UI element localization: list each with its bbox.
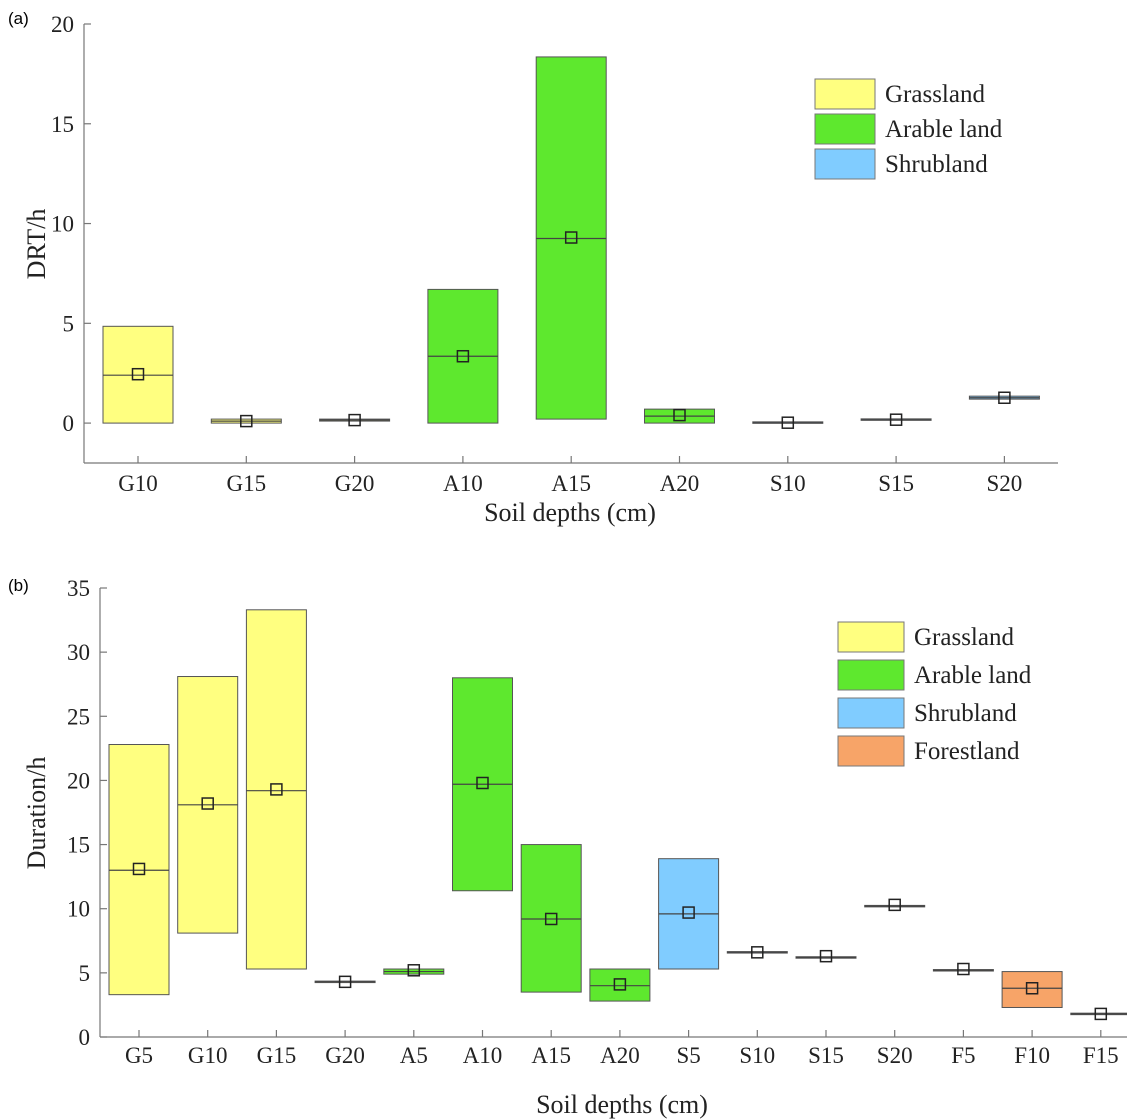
panel-b-y-axis-label: Duration/h bbox=[22, 757, 51, 870]
x-tick-label: F15 bbox=[1083, 1043, 1119, 1068]
panel-b-boxes bbox=[108, 609, 1127, 1021]
box-A20 bbox=[589, 968, 651, 1002]
x-tick-label: A10 bbox=[463, 1043, 503, 1068]
panel-a-label: (a) bbox=[8, 9, 29, 28]
legend-swatch bbox=[837, 697, 905, 729]
x-tick-label: G15 bbox=[257, 1043, 297, 1068]
y-tick-label: 15 bbox=[51, 112, 74, 137]
mean-marker-S20 bbox=[998, 391, 1011, 404]
legend-label: Shrubland bbox=[914, 700, 1017, 727]
x-tick-label: G10 bbox=[118, 471, 158, 496]
x-tick-label: A20 bbox=[600, 1043, 640, 1068]
legend-swatch bbox=[814, 113, 876, 145]
box-A15 bbox=[520, 844, 582, 993]
x-tick-label: G15 bbox=[226, 471, 266, 496]
y-tick-label: 35 bbox=[67, 576, 90, 601]
panel-a-legend: Grassland Arable land Shrubland bbox=[814, 78, 1003, 180]
mean-marker-G5 bbox=[132, 862, 146, 876]
mean-marker-G10 bbox=[131, 367, 145, 381]
x-tick-label: A5 bbox=[400, 1043, 428, 1068]
mean-marker-G15 bbox=[270, 783, 283, 796]
mean-marker-A10 bbox=[476, 776, 489, 790]
panel-a: (a) 0 5 10 15 20 G10 G15 G20 A10 A15 A20 S10 S15 S20… bbox=[8, 9, 1058, 527]
mean-marker-F5 bbox=[957, 962, 970, 976]
y-tick-label: 20 bbox=[67, 768, 90, 793]
y-tick-label: 0 bbox=[79, 1025, 91, 1050]
x-tick-label: F10 bbox=[1014, 1043, 1050, 1068]
panel-a-y-axis-label: DRT/h bbox=[22, 209, 51, 280]
mean-marker-A20 bbox=[673, 408, 686, 422]
panel-b-legend: Grassland Arable land Shrubland Forestland bbox=[837, 621, 1032, 767]
mean-marker-G15 bbox=[240, 414, 253, 428]
mean-marker-S5 bbox=[682, 906, 695, 919]
panel-b-x-axis: G5 G10 G15 G20 A5 A10 A15 A20 S5 S10 S15 S20 F5 F10 F1… bbox=[100, 1030, 1127, 1068]
y-tick-label: 15 bbox=[67, 833, 90, 858]
legend-swatch bbox=[814, 78, 876, 110]
x-tick-label: S10 bbox=[739, 1043, 775, 1068]
panel-b: (b) 0 5 10 15 20 25 30 35 G5 G10 G15 G20 A5 A10 A15 A2… bbox=[8, 576, 1127, 1119]
legend-label: Forestland bbox=[914, 738, 1020, 765]
mean-marker-G20 bbox=[338, 975, 352, 989]
box-G5 bbox=[108, 744, 170, 996]
x-tick-label: S15 bbox=[878, 471, 914, 496]
x-tick-label: S20 bbox=[987, 471, 1023, 496]
mean-marker-A15 bbox=[544, 912, 558, 926]
legend-swatch bbox=[837, 659, 905, 691]
legend-label: Grassland bbox=[885, 81, 985, 108]
y-tick-label: 5 bbox=[63, 311, 75, 336]
mean-marker-S15 bbox=[819, 949, 833, 963]
panel-a-boxes bbox=[102, 56, 1040, 429]
legend-swatch bbox=[814, 148, 876, 180]
y-tick-label: 25 bbox=[67, 704, 90, 729]
mean-marker-S20 bbox=[888, 898, 901, 912]
x-tick-label: G10 bbox=[188, 1043, 228, 1068]
mean-marker-F15 bbox=[1094, 1007, 1108, 1021]
x-tick-label: G5 bbox=[125, 1043, 153, 1068]
legend-label: Arable land bbox=[885, 116, 1003, 143]
x-tick-label: A10 bbox=[443, 471, 483, 496]
x-tick-label: A15 bbox=[531, 1043, 571, 1068]
panel-a-x-axis: G10 G15 G20 A10 A15 A20 S10 S15 S20 bbox=[84, 456, 1058, 496]
panel-b-y-axis: 0 5 10 15 20 25 30 35 bbox=[67, 576, 107, 1050]
mean-marker-A10 bbox=[456, 349, 470, 363]
x-tick-label: A15 bbox=[551, 471, 591, 496]
x-tick-label: S5 bbox=[676, 1043, 700, 1068]
legend-swatch bbox=[837, 621, 905, 653]
y-tick-label: 10 bbox=[67, 897, 90, 922]
x-tick-label: G20 bbox=[335, 471, 375, 496]
mean-marker-G10 bbox=[201, 797, 214, 810]
y-tick-label: 5 bbox=[79, 961, 91, 986]
y-tick-label: 10 bbox=[51, 212, 74, 237]
box-G15 bbox=[245, 609, 307, 970]
mean-marker-S10 bbox=[781, 416, 795, 429]
mean-marker-F10 bbox=[1025, 982, 1039, 995]
x-tick-label: F5 bbox=[951, 1043, 975, 1068]
y-tick-label: 0 bbox=[63, 411, 75, 436]
mean-marker-A15 bbox=[564, 231, 578, 244]
x-tick-label: S15 bbox=[808, 1043, 844, 1068]
legend-label: Arable land bbox=[914, 662, 1032, 689]
box-F10 bbox=[1001, 971, 1063, 1008]
mean-marker-S15 bbox=[889, 413, 903, 426]
x-tick-label: S10 bbox=[770, 471, 806, 496]
mean-marker-A20 bbox=[613, 978, 627, 991]
panel-b-x-axis-label: Soil depths (cm) bbox=[536, 1090, 708, 1119]
mean-marker-G20 bbox=[348, 413, 361, 427]
mean-marker-A5 bbox=[407, 964, 421, 977]
panel-b-label: (b) bbox=[8, 576, 29, 595]
x-tick-label: A20 bbox=[660, 471, 700, 496]
legend-label: Shrubland bbox=[885, 151, 988, 178]
mean-marker-S10 bbox=[751, 946, 764, 959]
panel-a-y-axis: 0 5 10 15 20 bbox=[51, 12, 91, 463]
panel-a-x-axis-label: Soil depths (cm) bbox=[484, 498, 656, 527]
x-tick-label: S20 bbox=[877, 1043, 913, 1068]
y-tick-label: 30 bbox=[67, 640, 90, 665]
y-tick-label: 20 bbox=[51, 12, 74, 37]
legend-swatch bbox=[837, 735, 905, 767]
x-tick-label: G20 bbox=[325, 1043, 365, 1068]
legend-label: Grassland bbox=[914, 624, 1014, 651]
